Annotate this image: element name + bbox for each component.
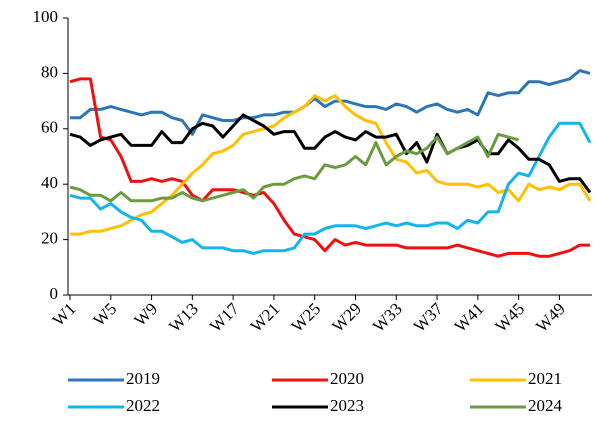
series-line <box>69 121 592 255</box>
y-tick-label: 40 <box>41 173 58 192</box>
y-tick-label: 20 <box>41 229 58 248</box>
x-tick-label: W5 <box>90 299 121 330</box>
x-tick-label: W41 <box>451 299 488 336</box>
legend-label: 2023 <box>330 396 364 415</box>
x-tick-label: W21 <box>247 299 284 336</box>
x-tick-label: W25 <box>287 299 324 336</box>
y-tick-label: 0 <box>50 284 59 303</box>
x-tick-label: W9 <box>130 299 161 330</box>
legend-label: 2019 <box>126 369 160 388</box>
x-tick-label: W17 <box>206 299 243 336</box>
x-tick-label: W1 <box>49 299 80 330</box>
x-tick-label: W13 <box>165 299 202 336</box>
legend-label: 2024 <box>528 396 563 415</box>
series-line <box>69 113 592 194</box>
y-tick-label: 100 <box>33 7 59 26</box>
y-tick-label: 80 <box>41 62 58 81</box>
series-line <box>69 77 590 258</box>
series-line <box>70 94 592 236</box>
series-line <box>69 132 519 203</box>
series-line <box>70 69 591 136</box>
legend-label: 2021 <box>528 369 562 388</box>
y-tick-label: 60 <box>41 118 58 137</box>
legend-label: 2022 <box>126 396 160 415</box>
x-tick-label: W29 <box>328 299 365 336</box>
x-tick-label: W33 <box>369 299 406 336</box>
x-tick-label: W37 <box>410 299 447 336</box>
legend-label: 2020 <box>330 369 364 388</box>
x-tick-label: W45 <box>491 299 528 336</box>
x-tick-label: W49 <box>532 299 569 336</box>
